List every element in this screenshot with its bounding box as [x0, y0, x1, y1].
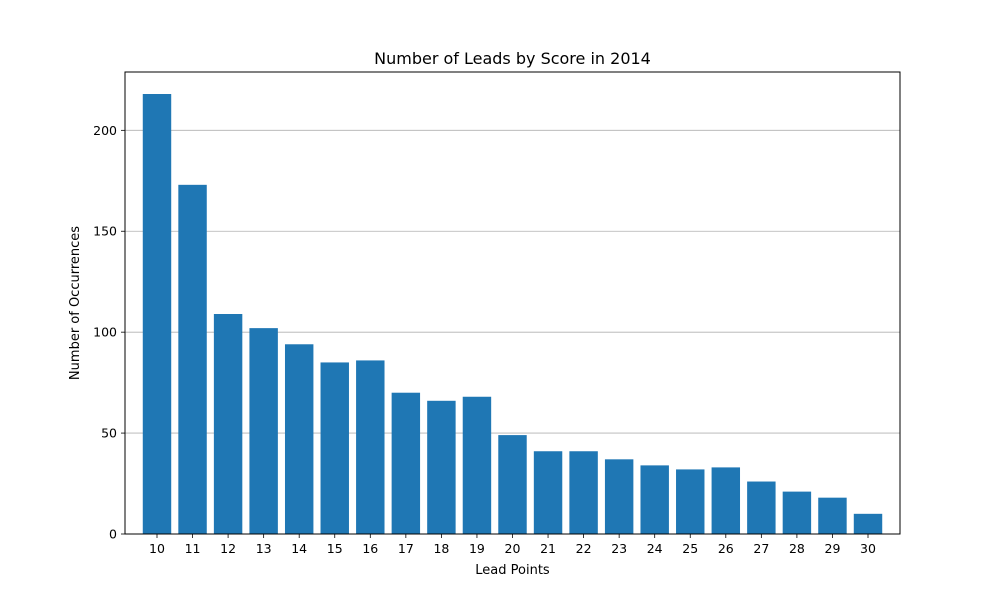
x-tick-label: 16 — [362, 541, 378, 556]
x-tick-label: 21 — [540, 541, 556, 556]
bar — [676, 469, 705, 534]
bar — [498, 435, 527, 534]
x-axis-ticks: 10 11 12 13 14 15 16 17 18 19 20 21 22 23 24 25 26 27 28 29… — [149, 534, 876, 556]
x-tick-label: 12 — [220, 541, 236, 556]
x-tick-label: 27 — [753, 541, 769, 556]
x-tick-label: 24 — [647, 541, 663, 556]
bar — [320, 362, 349, 534]
x-tick-label: 25 — [682, 541, 698, 556]
bar — [782, 491, 812, 534]
bar — [747, 481, 776, 534]
bar — [818, 497, 847, 534]
x-tick-label: 26 — [718, 541, 734, 556]
x-tick-label: 11 — [185, 541, 201, 556]
x-tick-label: 20 — [505, 541, 521, 556]
x-tick-label: 29 — [825, 541, 841, 556]
x-tick-label: 19 — [469, 541, 485, 556]
y-tick-label: 150 — [93, 224, 117, 239]
bar — [640, 465, 669, 534]
y-axis-label: Number of Occurrences — [68, 226, 83, 380]
bar — [569, 451, 598, 534]
bar — [284, 344, 314, 534]
bar — [533, 451, 563, 534]
x-tick-label: 14 — [291, 541, 307, 556]
x-tick-label: 30 — [860, 541, 876, 556]
bar — [711, 467, 741, 534]
y-tick-label: 100 — [93, 325, 117, 340]
bar — [427, 400, 456, 534]
y-axis-ticks: 0 50 100 150 200 — [93, 123, 125, 542]
bar — [391, 392, 421, 534]
x-tick-label: 22 — [576, 541, 592, 556]
y-tick-label: 200 — [93, 123, 117, 138]
bars — [142, 94, 883, 534]
x-tick-label: 28 — [789, 541, 805, 556]
x-tick-label: 15 — [327, 541, 343, 556]
x-axis-label: Lead Points — [475, 563, 550, 578]
bar — [853, 513, 883, 534]
bar — [142, 94, 172, 534]
x-tick-label: 10 — [149, 541, 165, 556]
x-tick-label: 17 — [398, 541, 414, 556]
bar — [213, 314, 243, 534]
bar — [249, 328, 278, 534]
bar — [462, 396, 492, 534]
y-tick-label: 0 — [109, 527, 117, 542]
y-tick-label: 50 — [101, 426, 117, 441]
bar — [178, 184, 207, 534]
x-tick-label: 13 — [256, 541, 272, 556]
bar — [356, 360, 385, 534]
chart-title: Number of Leads by Score in 2014 — [374, 49, 651, 68]
bar — [604, 459, 634, 534]
x-tick-label: 18 — [433, 541, 449, 556]
x-tick-label: 23 — [611, 541, 627, 556]
